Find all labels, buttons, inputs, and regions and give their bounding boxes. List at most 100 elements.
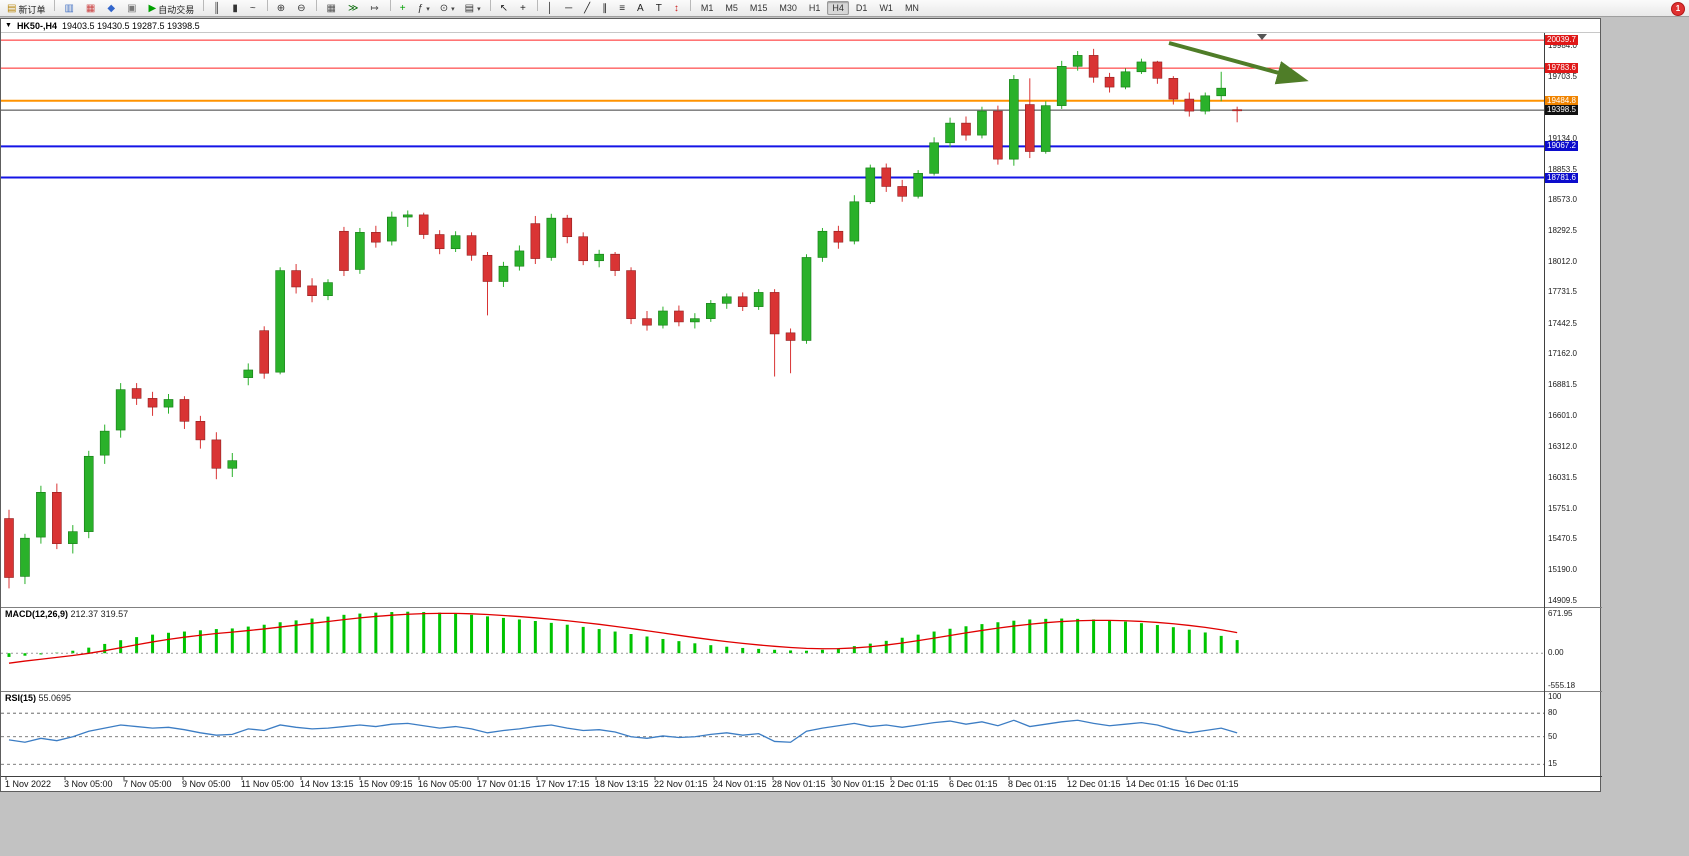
candle-body (52, 492, 62, 544)
candle-body (769, 292, 780, 335)
candle-body (658, 310, 668, 326)
text-icon[interactable]: A (633, 1, 650, 18)
crosshair-icon[interactable]: + (516, 1, 532, 18)
timeframe-w1-label: W1 (879, 3, 893, 14)
text-label-icon[interactable]: T (652, 1, 668, 18)
cursor-icon[interactable]: ↖ (496, 1, 514, 18)
candle-body (817, 230, 828, 258)
new-order-button-label: 新订单 (18, 4, 46, 15)
toolbar-separator (689, 0, 691, 12)
candle-body (1025, 104, 1035, 152)
timeframe-h1[interactable]: H1 (804, 1, 826, 15)
notifications-badge[interactable]: 1 (1671, 2, 1685, 16)
rsi-line (8, 719, 1238, 743)
toolbar-separator (316, 0, 318, 12)
candle-body (402, 214, 413, 218)
arrows-icon: ↕ (673, 3, 679, 15)
new-order-button: ▤ (7, 3, 17, 15)
candle-body (243, 369, 254, 378)
line-chart-icon: ~ (249, 3, 256, 15)
candle-body (498, 265, 509, 282)
candle-body (482, 254, 493, 282)
candle-body (530, 223, 541, 259)
timeframe-m30[interactable]: M30 (774, 1, 802, 15)
chart-window[interactable]: ▼ HK50-,H4 19403.5 19430.5 19287.5 19398… (0, 18, 1602, 793)
candle-body (1040, 105, 1051, 152)
auto-scroll-icon: ≫ (347, 3, 359, 15)
timeframe-m1[interactable]: M1 (696, 1, 719, 15)
trendline-icon[interactable]: ╱ (580, 1, 596, 18)
candle-body (339, 230, 349, 271)
candlestick-icon[interactable]: ▮ (228, 1, 244, 18)
auto-scroll-icon[interactable]: ≫ (344, 1, 364, 18)
chart-shift-icon[interactable]: ↦ (366, 1, 384, 18)
collapse-icon[interactable]: ▼ (5, 22, 12, 29)
candle-body (833, 230, 844, 243)
charts-window-icon: ▥ (64, 3, 74, 15)
indicators-list-dropdown: ƒ (417, 3, 424, 15)
horizontal-line-icon[interactable]: ─ (561, 1, 578, 18)
tile-windows-icon: ▦ (326, 3, 336, 15)
timeframe-m15[interactable]: M15 (745, 1, 773, 15)
crosshair-icon: + (519, 3, 526, 15)
toolbar-separator (389, 0, 391, 12)
market-watch-icon[interactable]: ◆ (103, 1, 121, 18)
candle-body (275, 270, 285, 373)
indicators-list-dropdown[interactable]: ƒ ▾ (414, 1, 434, 18)
timeframe-h4[interactable]: H4 (827, 1, 849, 16)
candle-body (434, 234, 445, 250)
candle-body (929, 142, 939, 174)
autotrading-button[interactable]: ▶ 自动交易 (145, 1, 199, 18)
timeframe-mn[interactable]: MN (900, 1, 924, 15)
chart-symbol-period: HK50-,H4 (16, 20, 57, 31)
new-order-button[interactable]: ▤ 新订单 (3, 1, 49, 18)
candle-body (179, 399, 190, 422)
candle-body (977, 110, 987, 136)
bar-chart-icon[interactable]: ║ (209, 1, 226, 18)
timeframe-mn-label: MN (904, 3, 919, 14)
candle-body (1168, 78, 1179, 100)
timeframe-d1[interactable]: D1 (851, 1, 873, 15)
templates-dropdown[interactable]: ▤ ▾ (461, 1, 485, 18)
toolbar-separator (536, 0, 538, 12)
vertical-line-icon: │ (546, 3, 554, 15)
toolbar-separator (266, 0, 268, 12)
timeframe-w1[interactable]: W1 (874, 1, 898, 15)
fibonacci-icon[interactable]: ≡ (615, 1, 631, 18)
candle-body (68, 531, 78, 544)
chevron-down-icon: ▾ (451, 6, 455, 14)
candle-body (1056, 66, 1067, 106)
indicators-add-icon[interactable]: + (396, 1, 412, 18)
channel-icon[interactable]: ∥ (598, 1, 613, 18)
trendline-icon: ╱ (584, 3, 591, 15)
charts-window-icon[interactable]: ▥ (60, 1, 79, 18)
candle-body (131, 388, 142, 399)
cursor-icon: ↖ (499, 3, 508, 15)
text-icon: A (637, 3, 644, 15)
candle-body (785, 332, 796, 341)
chart-shift-marker (1257, 34, 1267, 40)
timeframe-m5[interactable]: M5 (720, 1, 743, 15)
candle-body (386, 216, 397, 242)
chart-shift-icon: ↦ (370, 3, 379, 15)
toolbar-items: ▤ 新订单 ▥ ▦ ◆ ▣ ▶ 自动交易 ║ ▮ ~ ⊕ ⊖ ▦ ≫ ↦ + ƒ ▾ ⊙ ▾ ▤ ▾ ↖ + │ ─ ╱ ∥ ≡ A T ↕ M1… (2, 0, 925, 18)
candlestick-chart[interactable] (1, 19, 1602, 793)
chart-ohlc-values: 19403.5 19430.5 19287.5 19398.5 (61, 20, 200, 31)
zoom-in-icon[interactable]: ⊕ (273, 1, 291, 18)
timeframe-m15-label: M15 (749, 3, 768, 14)
line-chart-icon[interactable]: ~ (246, 1, 262, 18)
toolbar-separator (54, 0, 56, 12)
tile-windows-icon[interactable]: ▦ (322, 1, 341, 18)
candle-body (211, 439, 222, 469)
profiles-icon[interactable]: ▦ (82, 1, 101, 18)
arrows-icon[interactable]: ↕ (670, 1, 685, 18)
vertical-line-icon[interactable]: │ (543, 1, 559, 18)
periods-dropdown[interactable]: ⊙ ▾ (436, 1, 459, 18)
candle-body (99, 430, 110, 456)
timeframe-m1-label: M1 (700, 3, 714, 14)
data-window-icon[interactable]: ▣ (123, 1, 142, 18)
candle-body (514, 250, 525, 267)
periods-dropdown: ⊙ (439, 3, 449, 15)
zoom-out-icon[interactable]: ⊖ (293, 1, 311, 18)
candle-body (355, 232, 365, 270)
